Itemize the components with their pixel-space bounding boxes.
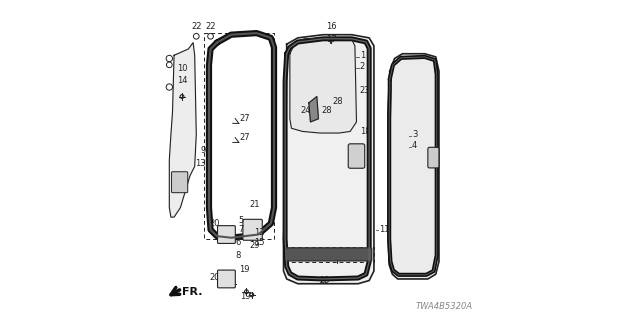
Text: 18: 18 [360, 127, 371, 136]
Text: 8: 8 [236, 251, 241, 260]
FancyBboxPatch shape [428, 147, 439, 168]
Text: 7: 7 [239, 225, 244, 234]
Text: 1: 1 [360, 51, 365, 60]
Polygon shape [284, 35, 374, 284]
Text: 28: 28 [321, 106, 332, 115]
Text: 22: 22 [191, 22, 202, 31]
Text: 23: 23 [360, 86, 371, 95]
Text: TWA4B5320A: TWA4B5320A [415, 302, 472, 311]
Text: 11: 11 [379, 225, 389, 234]
Text: 6: 6 [236, 238, 241, 247]
Text: 5: 5 [239, 216, 244, 225]
Text: 20: 20 [209, 219, 220, 228]
Polygon shape [290, 38, 356, 133]
Circle shape [354, 92, 360, 98]
Text: 26: 26 [334, 251, 345, 260]
Text: 27: 27 [239, 133, 250, 142]
Text: 9: 9 [200, 146, 206, 155]
Text: 24: 24 [300, 106, 310, 115]
Circle shape [354, 133, 360, 140]
Text: 12: 12 [254, 228, 264, 237]
Text: 17: 17 [326, 35, 337, 44]
FancyBboxPatch shape [348, 144, 365, 168]
Text: 20: 20 [209, 273, 220, 282]
Text: 14: 14 [177, 76, 188, 85]
Text: 25: 25 [319, 276, 330, 285]
Text: 15: 15 [254, 238, 264, 247]
FancyBboxPatch shape [243, 219, 262, 240]
Text: 2: 2 [360, 62, 365, 71]
Text: 19: 19 [239, 265, 250, 274]
FancyBboxPatch shape [218, 270, 236, 288]
Text: 27: 27 [239, 114, 250, 123]
FancyBboxPatch shape [285, 248, 372, 261]
Text: FR.: FR. [182, 287, 202, 297]
Polygon shape [388, 54, 439, 279]
Text: 3: 3 [412, 130, 417, 139]
Text: 29: 29 [250, 241, 260, 250]
Text: 16: 16 [326, 22, 337, 31]
Text: 13: 13 [195, 159, 206, 168]
Text: 21: 21 [250, 200, 260, 209]
Text: 4: 4 [412, 141, 417, 150]
Text: 22: 22 [205, 22, 216, 31]
Polygon shape [309, 97, 319, 122]
Text: 28: 28 [333, 97, 343, 106]
FancyBboxPatch shape [218, 226, 236, 244]
Text: 10: 10 [177, 63, 188, 73]
FancyBboxPatch shape [172, 172, 188, 193]
Text: 19: 19 [240, 292, 251, 301]
Polygon shape [170, 43, 196, 217]
